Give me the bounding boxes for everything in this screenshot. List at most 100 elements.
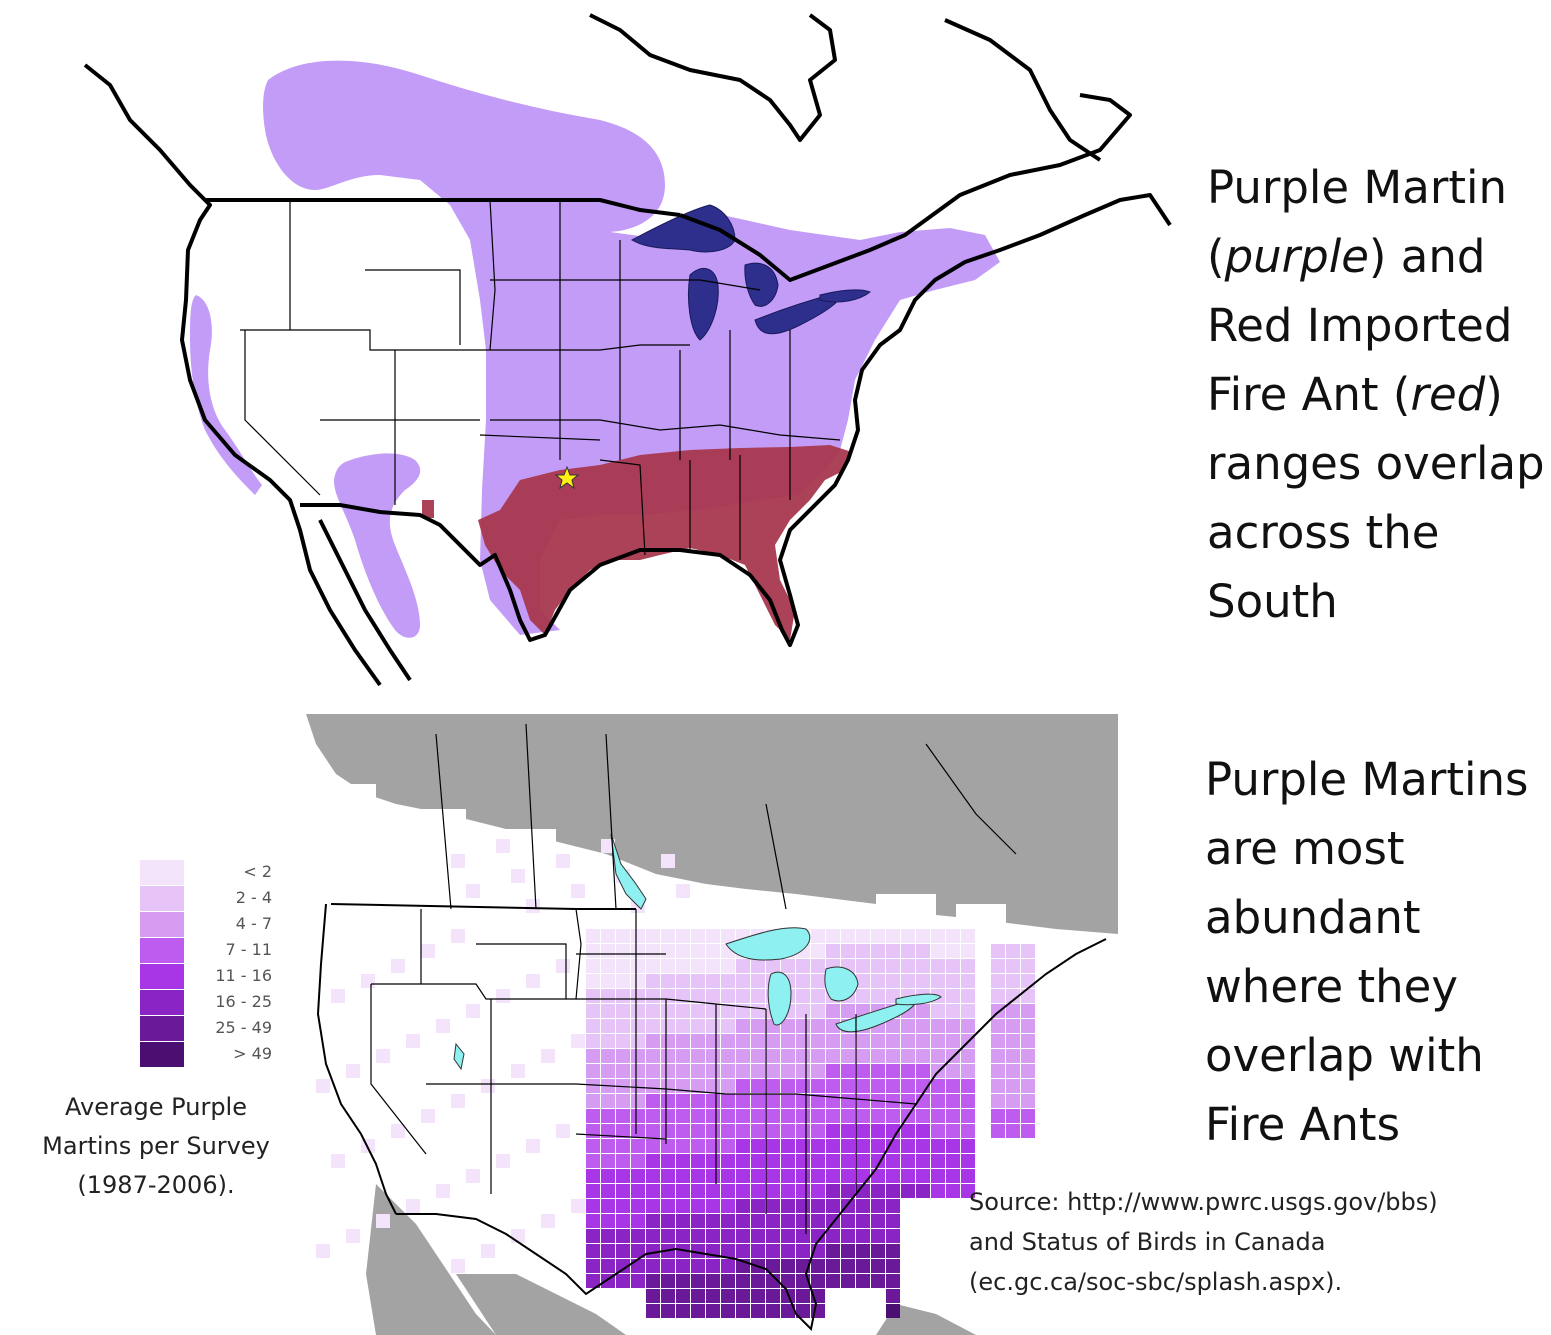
top-caption-line: across the bbox=[1207, 506, 1440, 559]
abundance-cell bbox=[766, 1184, 780, 1198]
abundance-cell bbox=[811, 1049, 825, 1063]
abundance-cell bbox=[856, 959, 870, 973]
abundance-cell bbox=[916, 1049, 930, 1063]
abundance-cell bbox=[871, 959, 885, 973]
abundance-cell bbox=[586, 1094, 600, 1108]
abundance-cell bbox=[481, 1079, 495, 1093]
abundance-cell bbox=[766, 1169, 780, 1183]
abundance-cell bbox=[631, 959, 645, 973]
abundance-cell bbox=[586, 1034, 600, 1048]
abundance-cell bbox=[706, 1079, 720, 1093]
abundance-cell bbox=[331, 989, 345, 1003]
abundance-cell bbox=[601, 1049, 615, 1063]
abundance-cell bbox=[586, 1229, 600, 1243]
abundance-cell bbox=[931, 959, 945, 973]
abundance-cell bbox=[451, 1094, 465, 1108]
abundance-cell bbox=[346, 1229, 360, 1243]
abundance-cell bbox=[826, 1034, 840, 1048]
abundance-cell bbox=[496, 839, 510, 853]
abundance-cell bbox=[961, 974, 975, 988]
abundance-cell bbox=[961, 1169, 975, 1183]
abundance-cell bbox=[631, 1004, 645, 1018]
abundance-cell bbox=[931, 1079, 945, 1093]
abundance-cell bbox=[796, 1184, 810, 1198]
abundance-cell bbox=[856, 989, 870, 1003]
abundance-cell bbox=[736, 1229, 750, 1243]
abundance-cell bbox=[631, 1199, 645, 1213]
legend-item: 11 - 16 bbox=[140, 964, 280, 989]
abundance-cell bbox=[781, 1109, 795, 1123]
bottom-caption-line: Purple Martins bbox=[1205, 753, 1529, 806]
abundance-cell bbox=[946, 1079, 960, 1093]
abundance-cell bbox=[841, 1139, 855, 1153]
abundance-cell bbox=[631, 1049, 645, 1063]
abundance-cell bbox=[661, 1229, 675, 1243]
abundance-cell bbox=[676, 1304, 690, 1318]
abundance-cell bbox=[751, 1064, 765, 1078]
legend-label: 2 - 4 bbox=[235, 888, 272, 907]
abundance-cell bbox=[886, 944, 900, 958]
abundance-cell bbox=[721, 1004, 735, 1018]
abundance-cell bbox=[646, 974, 660, 988]
abundance-cell bbox=[826, 1229, 840, 1243]
abundance-cell bbox=[316, 1079, 330, 1093]
source-line: Source: http://www.pwrc.usgs.gov/bbs) bbox=[969, 1188, 1438, 1216]
abundance-cell bbox=[616, 1259, 630, 1273]
abundance-cell bbox=[646, 1244, 660, 1258]
abundance-cell bbox=[796, 989, 810, 1003]
abundance-cell bbox=[661, 1019, 675, 1033]
abundance-cell bbox=[631, 1124, 645, 1138]
legend-item: 7 - 11 bbox=[140, 938, 280, 963]
outside-range-area bbox=[306, 714, 1118, 1335]
abundance-cell bbox=[721, 1124, 735, 1138]
abundance-cell bbox=[796, 1154, 810, 1168]
abundance-cell bbox=[856, 1064, 870, 1078]
abundance-cell bbox=[616, 944, 630, 958]
abundance-cell bbox=[766, 1034, 780, 1048]
abundance-cell bbox=[781, 1304, 795, 1318]
abundance-cell bbox=[946, 1004, 960, 1018]
abundance-cell bbox=[826, 1049, 840, 1063]
abundance-cell bbox=[796, 1124, 810, 1138]
abundance-cell bbox=[691, 959, 705, 973]
abundance-cell bbox=[1006, 944, 1020, 958]
abundance-cell bbox=[1006, 989, 1020, 1003]
abundance-cell bbox=[1021, 959, 1035, 973]
abundance-cell bbox=[871, 1184, 885, 1198]
abundance-cell bbox=[961, 944, 975, 958]
abundance-cell bbox=[781, 1229, 795, 1243]
abundance-cell bbox=[751, 1274, 765, 1288]
abundance-cell bbox=[946, 989, 960, 1003]
abundance-cell bbox=[646, 1199, 660, 1213]
abundance-cell bbox=[946, 1169, 960, 1183]
abundance-cell bbox=[856, 1049, 870, 1063]
abundance-cell bbox=[901, 1154, 915, 1168]
abundance-cell bbox=[916, 1004, 930, 1018]
abundance-cell bbox=[646, 1049, 660, 1063]
abundance-cell bbox=[796, 1229, 810, 1243]
abundance-cell bbox=[781, 1094, 795, 1108]
abundance-cell bbox=[811, 1094, 825, 1108]
abundance-cell bbox=[751, 1079, 765, 1093]
abundance-cell bbox=[781, 1034, 795, 1048]
abundance-cell bbox=[661, 1259, 675, 1273]
abundance-cell bbox=[721, 1154, 735, 1168]
abundance-cell bbox=[601, 1094, 615, 1108]
abundance-cell bbox=[901, 1079, 915, 1093]
abundance-cell bbox=[616, 974, 630, 988]
abundance-cell bbox=[871, 1214, 885, 1228]
abundance-cell bbox=[661, 1154, 675, 1168]
state-borders bbox=[370, 723, 1017, 1234]
abundance-cell bbox=[916, 1064, 930, 1078]
legend-swatch bbox=[140, 964, 184, 989]
abundance-cell bbox=[931, 1169, 945, 1183]
abundance-cell bbox=[661, 1184, 675, 1198]
abundance-cell bbox=[586, 1154, 600, 1168]
abundance-cell bbox=[931, 1049, 945, 1063]
abundance-cell bbox=[646, 1139, 660, 1153]
abundance-cell bbox=[916, 1154, 930, 1168]
abundance-cell bbox=[751, 1109, 765, 1123]
abundance-cell bbox=[1021, 944, 1035, 958]
abundance-cell bbox=[871, 1064, 885, 1078]
abundance-cell bbox=[871, 1049, 885, 1063]
